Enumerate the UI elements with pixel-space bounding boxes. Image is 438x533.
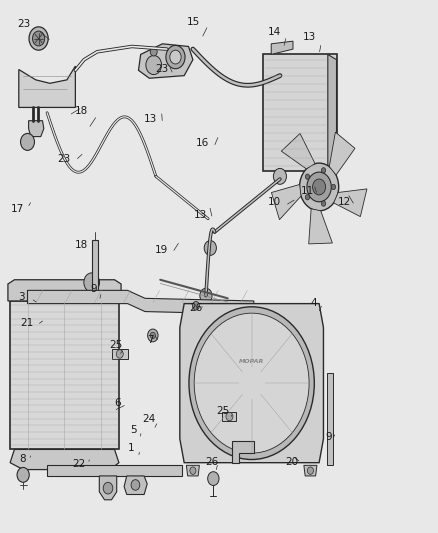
Circle shape [273,168,286,184]
Circle shape [103,482,113,494]
Circle shape [192,302,199,310]
Text: 13: 13 [144,114,157,124]
Text: 20: 20 [286,457,299,466]
Circle shape [189,307,314,459]
Polygon shape [180,304,323,463]
Text: 7: 7 [147,335,154,345]
Circle shape [200,288,212,303]
Polygon shape [223,413,237,421]
Polygon shape [232,441,254,463]
Circle shape [17,467,29,482]
Polygon shape [271,41,293,54]
Bar [92,240,98,301]
Circle shape [204,240,216,255]
Circle shape [84,273,99,292]
Circle shape [150,47,157,56]
Circle shape [226,413,233,421]
Text: 21: 21 [20,318,33,328]
Text: 9: 9 [91,284,97,294]
Circle shape [307,172,331,202]
Text: 23: 23 [18,19,31,29]
Circle shape [116,350,123,358]
Text: MOPAR: MOPAR [239,359,264,365]
Polygon shape [8,280,121,301]
Circle shape [150,332,155,338]
Polygon shape [28,290,254,314]
Text: 11: 11 [301,186,314,196]
Text: 3: 3 [18,292,25,302]
Text: 24: 24 [142,414,155,424]
Text: 18: 18 [74,240,88,251]
Text: 25: 25 [109,340,123,350]
Circle shape [148,329,158,342]
Text: 17: 17 [11,204,24,214]
Text: 23: 23 [57,155,70,164]
Text: 23: 23 [155,64,168,74]
Circle shape [331,184,336,190]
Circle shape [146,55,162,75]
Bar [262,54,336,171]
Circle shape [190,467,196,474]
Polygon shape [309,209,332,244]
Circle shape [321,201,326,206]
Bar [10,301,119,449]
Polygon shape [272,184,301,220]
Text: 18: 18 [74,106,88,116]
Circle shape [21,133,35,150]
Polygon shape [328,54,336,171]
Circle shape [194,313,309,453]
Circle shape [272,66,288,85]
Polygon shape [334,189,367,216]
Polygon shape [281,133,315,169]
Circle shape [305,195,310,200]
Circle shape [29,27,48,50]
Text: 6: 6 [115,398,121,408]
Circle shape [321,168,326,173]
Circle shape [307,467,314,474]
Circle shape [305,174,310,179]
Text: 12: 12 [338,197,351,207]
Text: 15: 15 [187,17,200,27]
Polygon shape [138,44,193,78]
Polygon shape [329,132,355,175]
Polygon shape [124,476,147,495]
Polygon shape [19,66,75,108]
Text: 16: 16 [196,139,209,149]
Polygon shape [10,449,119,470]
Text: 5: 5 [130,425,137,435]
Polygon shape [113,349,127,359]
Text: 1: 1 [128,443,134,454]
Circle shape [208,472,219,486]
Text: 13: 13 [303,33,316,43]
Polygon shape [186,465,199,476]
Text: 4: 4 [311,297,317,308]
Circle shape [131,480,140,490]
Text: 14: 14 [268,27,281,37]
Polygon shape [28,120,44,136]
Text: 9: 9 [326,432,332,442]
Circle shape [166,45,185,69]
Circle shape [170,50,181,64]
Text: 22: 22 [72,459,85,469]
Text: 8: 8 [19,454,25,464]
Text: 19: 19 [155,245,168,255]
Text: 25: 25 [216,406,229,416]
Bar [47,465,182,476]
Polygon shape [99,476,117,500]
Circle shape [313,179,325,195]
Text: 10: 10 [268,197,281,207]
Polygon shape [304,465,317,476]
Bar [327,373,332,465]
Circle shape [32,31,45,46]
Circle shape [300,163,339,211]
Text: 26: 26 [189,303,202,313]
Text: 13: 13 [194,209,207,220]
Text: 26: 26 [205,457,218,466]
